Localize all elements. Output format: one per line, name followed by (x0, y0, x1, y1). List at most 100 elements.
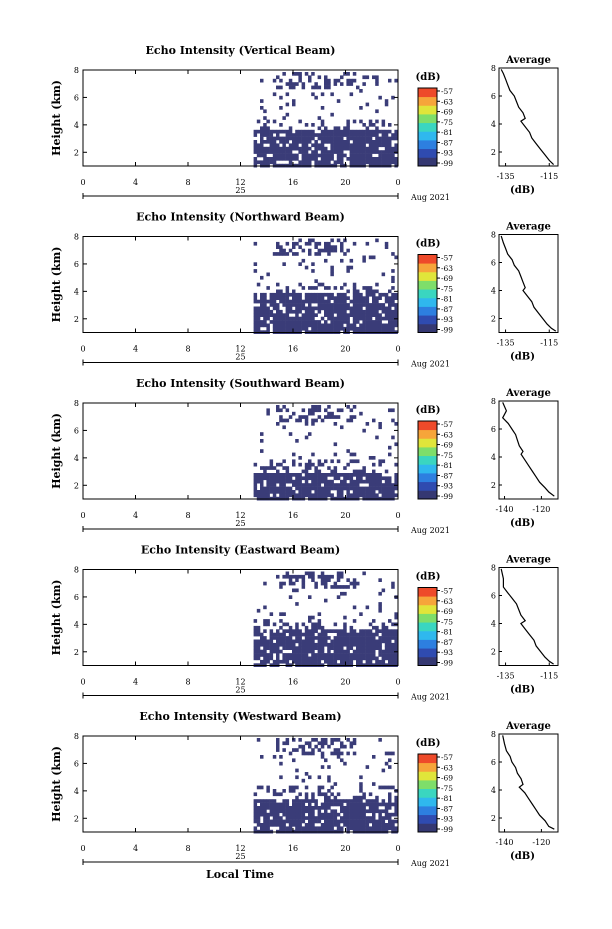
heatmap-cell (282, 490, 286, 494)
heatmap-cell (346, 462, 350, 467)
heatmap-cell (324, 133, 328, 137)
x-tick-label: 0 (80, 178, 85, 187)
heatmap-cell (301, 286, 306, 290)
heatmap-cell (327, 819, 331, 824)
heatmap-cell (324, 486, 328, 491)
heatmap-cell (346, 289, 350, 294)
heatmap-cell (378, 95, 382, 100)
heatmap-cell (327, 313, 331, 317)
heatmap-cell (292, 588, 296, 593)
heatmap-cells (253, 238, 398, 334)
heatmap-cell (314, 286, 318, 290)
heatmap-cell (308, 646, 312, 650)
heatmap-cell (349, 653, 354, 657)
heatmap-cell (260, 306, 264, 311)
heatmap-cell (384, 751, 389, 756)
heatmap-cell (263, 469, 267, 474)
heatmap-cell (282, 799, 286, 803)
heatmap-cell (359, 799, 363, 803)
heatmap-cell (388, 150, 392, 154)
heatmap-cell (253, 306, 258, 311)
heatmap-cell (346, 78, 350, 83)
heatmap-cell (388, 636, 392, 640)
heatmap-cell (368, 326, 373, 331)
avg-y-tick-label: 4 (491, 786, 496, 795)
heatmap-cell (260, 136, 264, 141)
heatmap-cell (253, 262, 258, 266)
heatmap-cell (365, 799, 370, 803)
colorbar-tick-label: -75 (441, 118, 453, 127)
heatmap-cell (388, 826, 392, 831)
heatmap-cell (311, 806, 315, 810)
heatmap-cell (292, 241, 296, 246)
heatmap-cell (253, 326, 258, 331)
heatmap-cell (276, 744, 280, 749)
heatmap-cell (263, 799, 267, 803)
heatmap-cell (375, 299, 379, 304)
heatmap-cell (308, 252, 312, 256)
heatmap-cell (308, 313, 312, 317)
heatmap-cell (260, 160, 264, 165)
heatmap-cell (317, 292, 322, 297)
heatmap-cell (349, 826, 354, 831)
heatmap-cell (388, 632, 392, 637)
heatmap-cell (372, 143, 376, 148)
heatmap-cell (298, 642, 302, 647)
heatmap-cell (253, 806, 258, 810)
heatmap-cell (260, 323, 264, 328)
colorbar-frame (417, 420, 438, 500)
heatmap-cell (253, 629, 258, 633)
heatmap-cell (388, 619, 392, 623)
colorbar-tick-label: -75 (441, 784, 453, 793)
heatmap-cell (292, 245, 296, 249)
heatmap-cell (343, 466, 347, 470)
heatmap-cell (311, 462, 315, 467)
heatmap-cell (324, 738, 328, 742)
heatmap-cell (282, 316, 286, 321)
heatmap-cell (359, 133, 363, 137)
heatmap-cell (384, 157, 389, 161)
heatmap-cell (381, 129, 386, 134)
heatmap-cell (359, 646, 363, 650)
heatmap-cell (279, 493, 283, 498)
heatmap-cell (308, 323, 312, 328)
colorbar-tick-label: -63 (441, 430, 453, 439)
heatmap-cell (314, 418, 318, 423)
avg-y-tick-label: 8 (491, 64, 496, 73)
heatmap-cell (365, 809, 370, 814)
heatmap-cell (317, 574, 322, 579)
heatmap-cell (266, 408, 270, 413)
x-tick-label: 20 (340, 844, 350, 853)
heatmap-cell (253, 653, 258, 657)
heatmap-cell (279, 140, 283, 144)
heatmap-cell (269, 473, 274, 477)
heatmap-cell (388, 802, 392, 807)
heatmap-cell (292, 316, 296, 321)
heatmap-cell (266, 493, 270, 498)
heatmap-cell (324, 632, 328, 637)
heatmap-cell (276, 574, 280, 579)
avg-x-label: (dB) (510, 185, 535, 196)
heatmap-cell (298, 812, 302, 817)
heatmap-cell (327, 405, 331, 409)
heatmap-cell (327, 486, 331, 491)
heatmap-cell (324, 490, 328, 494)
heatmap-cell (285, 486, 290, 491)
heatmap-cell (314, 826, 318, 831)
colorbar-tick-label: -75 (441, 617, 453, 626)
heatmap-cell (336, 133, 341, 137)
heatmap-cell (308, 146, 312, 151)
heatmap-cell (269, 150, 274, 154)
heatmap-cell (311, 795, 315, 800)
heatmap-cell (349, 78, 354, 83)
heatmap-cell (362, 802, 366, 807)
heatmap-cell (330, 303, 334, 307)
heatmap-cell (317, 126, 322, 131)
heatmap-cell (288, 326, 293, 331)
heatmap-cell (333, 309, 338, 314)
heatmap-cell (260, 140, 264, 144)
heatmap-cell (336, 143, 341, 148)
heatmap-cell (378, 323, 382, 328)
heatmap-cell (279, 755, 283, 759)
heatmap-cell (260, 490, 264, 494)
